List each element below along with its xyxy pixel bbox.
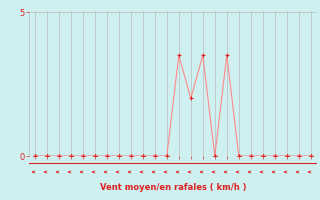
Text: Vent moyen/en rafales ( km/h ): Vent moyen/en rafales ( km/h ): [100, 184, 246, 192]
